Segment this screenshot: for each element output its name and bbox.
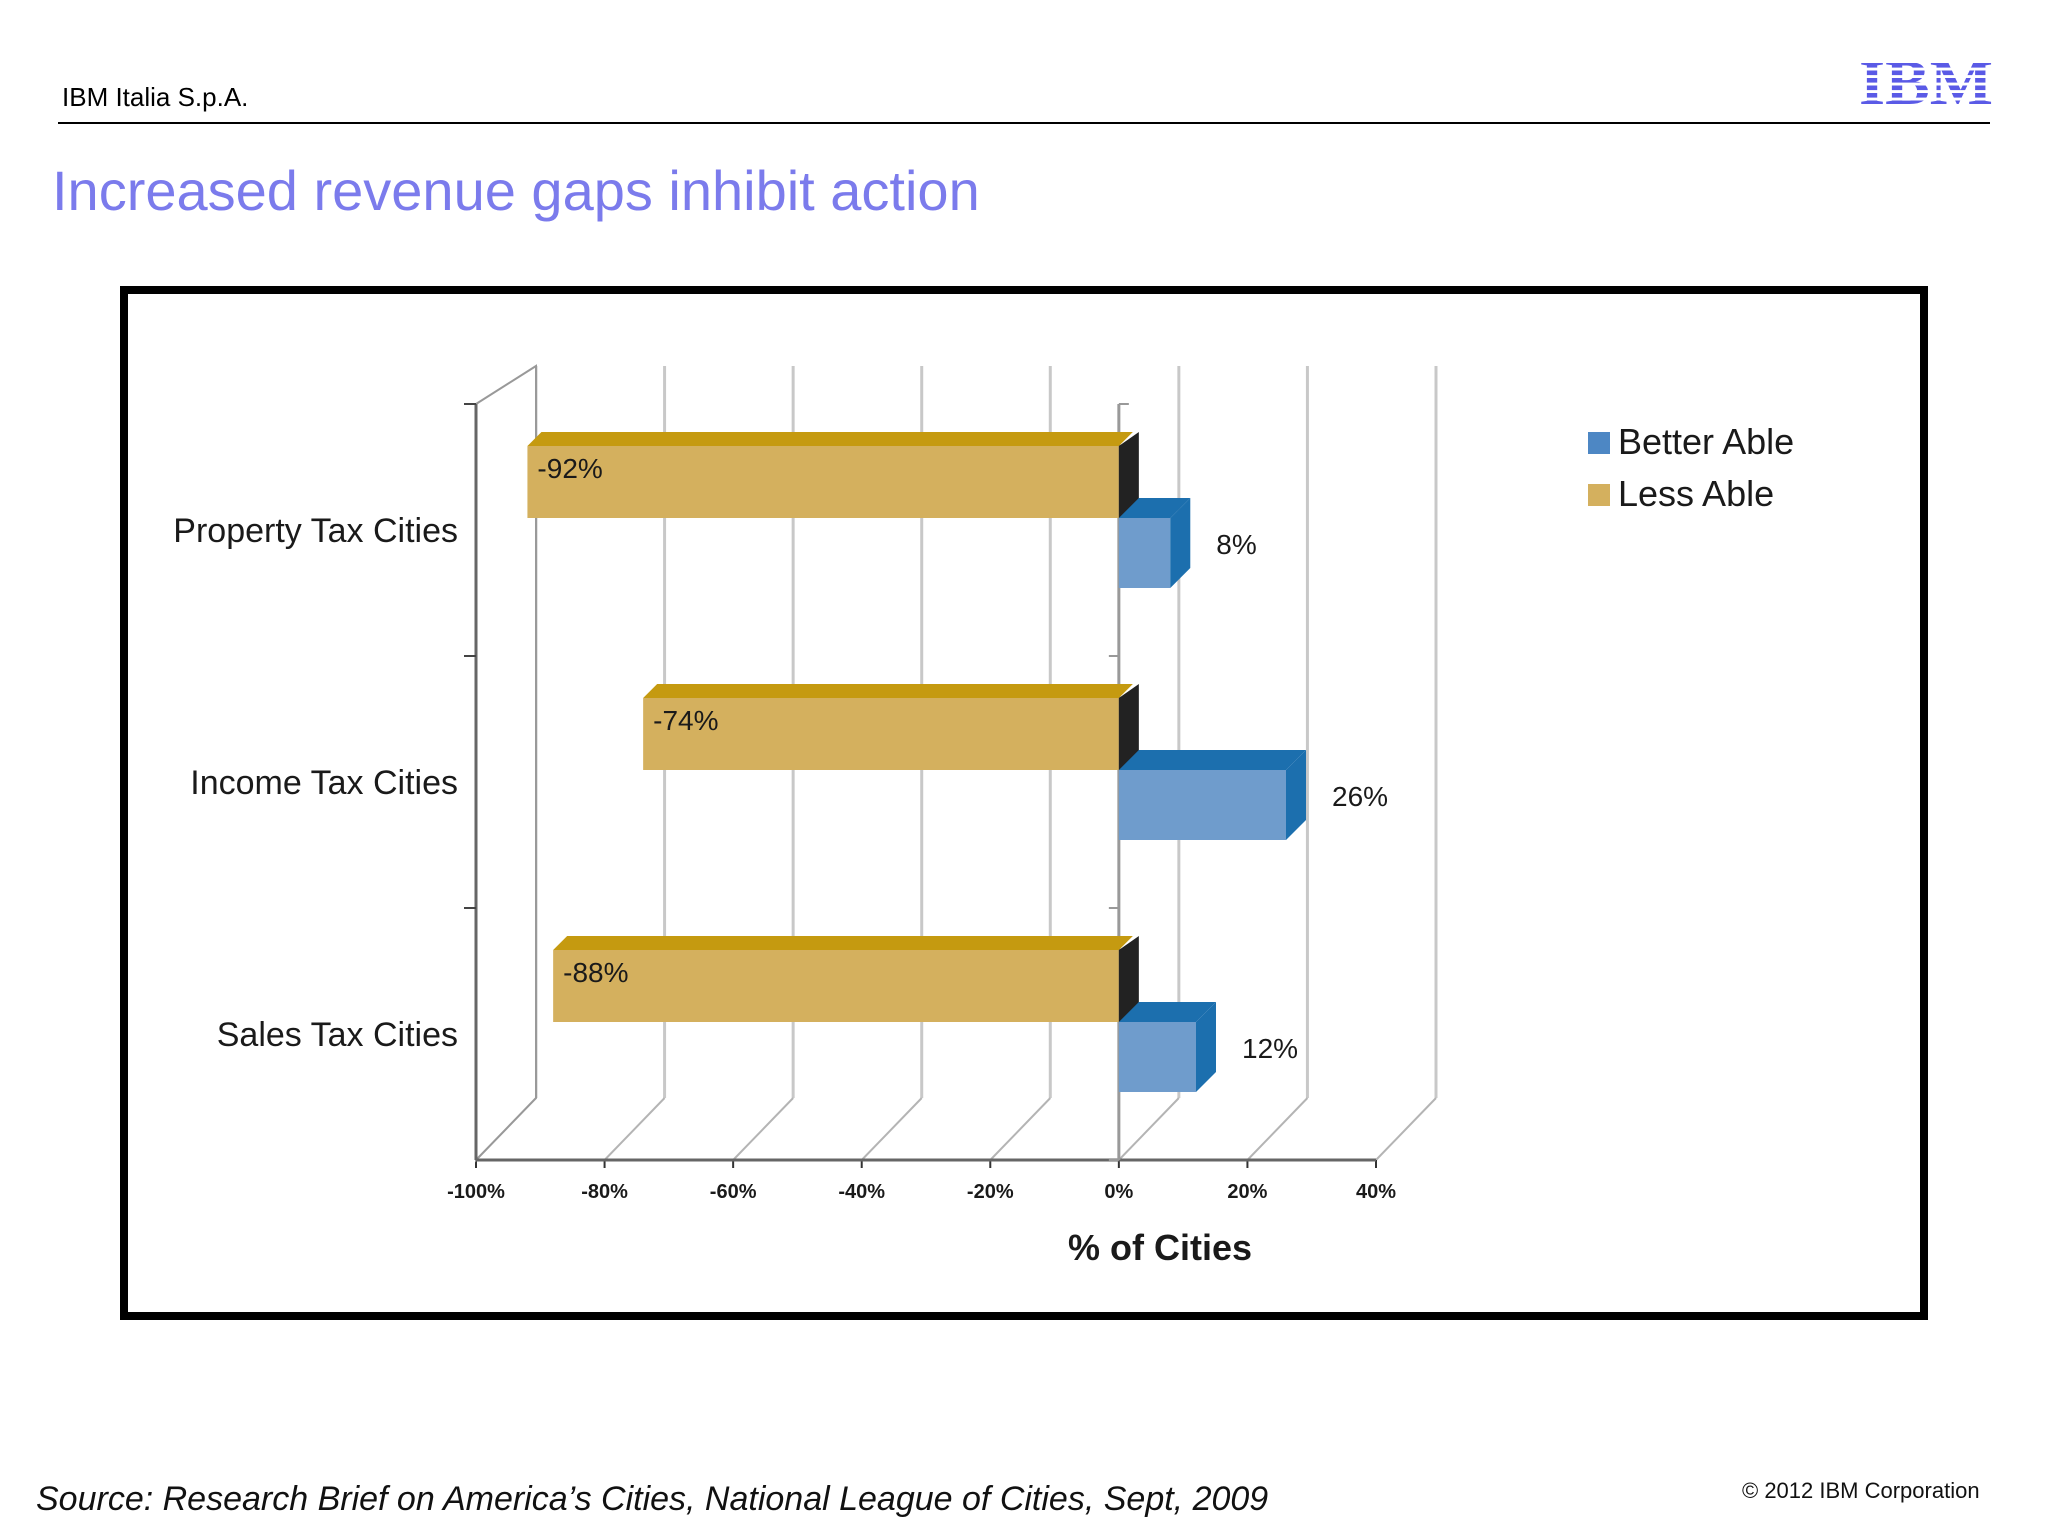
bar-less-able-top: [527, 432, 1133, 446]
data-label-less-able: -88%: [563, 957, 628, 988]
bar-less-able-side: [1118, 432, 1139, 518]
floor-gridline: [989, 1097, 1052, 1161]
floor-gridline: [1246, 1097, 1309, 1161]
legend: Better Able Less Able: [1588, 421, 1794, 514]
category-label: Income Tax Cities: [190, 764, 458, 802]
copyright-notice: © 2012 IBM Corporation: [1742, 1478, 1980, 1503]
bar-less-able-side: [1118, 684, 1139, 770]
x-axis-title: % of Cities: [1068, 1227, 1252, 1268]
chart-frame: -100% -80% -60% -40% -20% 0% 20% 40% Property Ta…: [120, 286, 1928, 1320]
data-label-less-able: -74%: [653, 705, 718, 736]
page-title: Increased revenue gaps inhibit action: [52, 159, 980, 222]
bar-less-able-top: [553, 936, 1133, 950]
data-label-better-able: 8%: [1216, 529, 1256, 560]
bar-chart: -100% -80% -60% -40% -20% 0% 20% 40% Property Ta…: [173, 364, 1794, 1268]
bar-less-able-side: [1118, 936, 1139, 1022]
bar-better-able: [1118, 1022, 1196, 1092]
ibm-logo: IBM: [1859, 48, 1993, 108]
x-tick-label: -100%: [447, 1181, 505, 1203]
floor-gridline: [603, 1097, 666, 1161]
bar-better-able-side: [1170, 498, 1191, 588]
ibm-logo-text: IBM: [1859, 48, 1993, 108]
bar-better-able: [1118, 770, 1286, 840]
bar-less-able: [643, 698, 1119, 770]
floor-gridline: [732, 1097, 794, 1161]
x-tick-label: 20%: [1227, 1181, 1267, 1203]
bar-less-able: [553, 950, 1119, 1022]
back-wall: [475, 364, 537, 1163]
floor-gridline: [1118, 1097, 1180, 1161]
data-label-less-able: -92%: [537, 453, 602, 484]
labels: -100% -80% -60% -40% -20% 0% 20% 40% Property Ta…: [173, 453, 1396, 1203]
data-label-better-able: 12%: [1242, 1033, 1298, 1064]
x-tick-label: 0%: [1104, 1181, 1133, 1203]
bar-better-able-top: [1118, 498, 1191, 518]
company-name: IBM Italia S.p.A.: [62, 82, 249, 112]
floor-gridline: [860, 1097, 923, 1161]
bar-less-able-top: [643, 684, 1133, 698]
x-tick-label: -40%: [838, 1181, 885, 1203]
bar-better-able-top: [1118, 750, 1306, 770]
source-note: Source: Research Brief on America’s Citi…: [36, 1480, 1269, 1518]
bar-less-able: [527, 446, 1119, 518]
legend-label-less-able: Less Able: [1618, 473, 1774, 514]
bar-better-able-side: [1196, 1002, 1216, 1092]
x-tick-label: -60%: [710, 1181, 757, 1203]
legend-swatch-less-able: [1588, 484, 1610, 506]
x-tick-label: -20%: [967, 1181, 1014, 1203]
category-label: Property Tax Cities: [173, 512, 458, 550]
bar-better-able-top: [1118, 1002, 1216, 1022]
x-tick-label: 40%: [1356, 1181, 1396, 1203]
category-label: Sales Tax Cities: [217, 1016, 458, 1054]
data-label-better-able: 26%: [1332, 781, 1388, 812]
legend-swatch-better-able: [1588, 432, 1610, 454]
legend-label-better-able: Better Able: [1618, 421, 1794, 462]
floor-gridline: [1375, 1097, 1437, 1161]
bars: [527, 432, 1306, 1092]
bar-better-able-side: [1286, 750, 1306, 840]
x-tick-label: -80%: [581, 1181, 628, 1203]
bar-better-able: [1118, 518, 1171, 588]
header-divider: [58, 122, 1990, 124]
